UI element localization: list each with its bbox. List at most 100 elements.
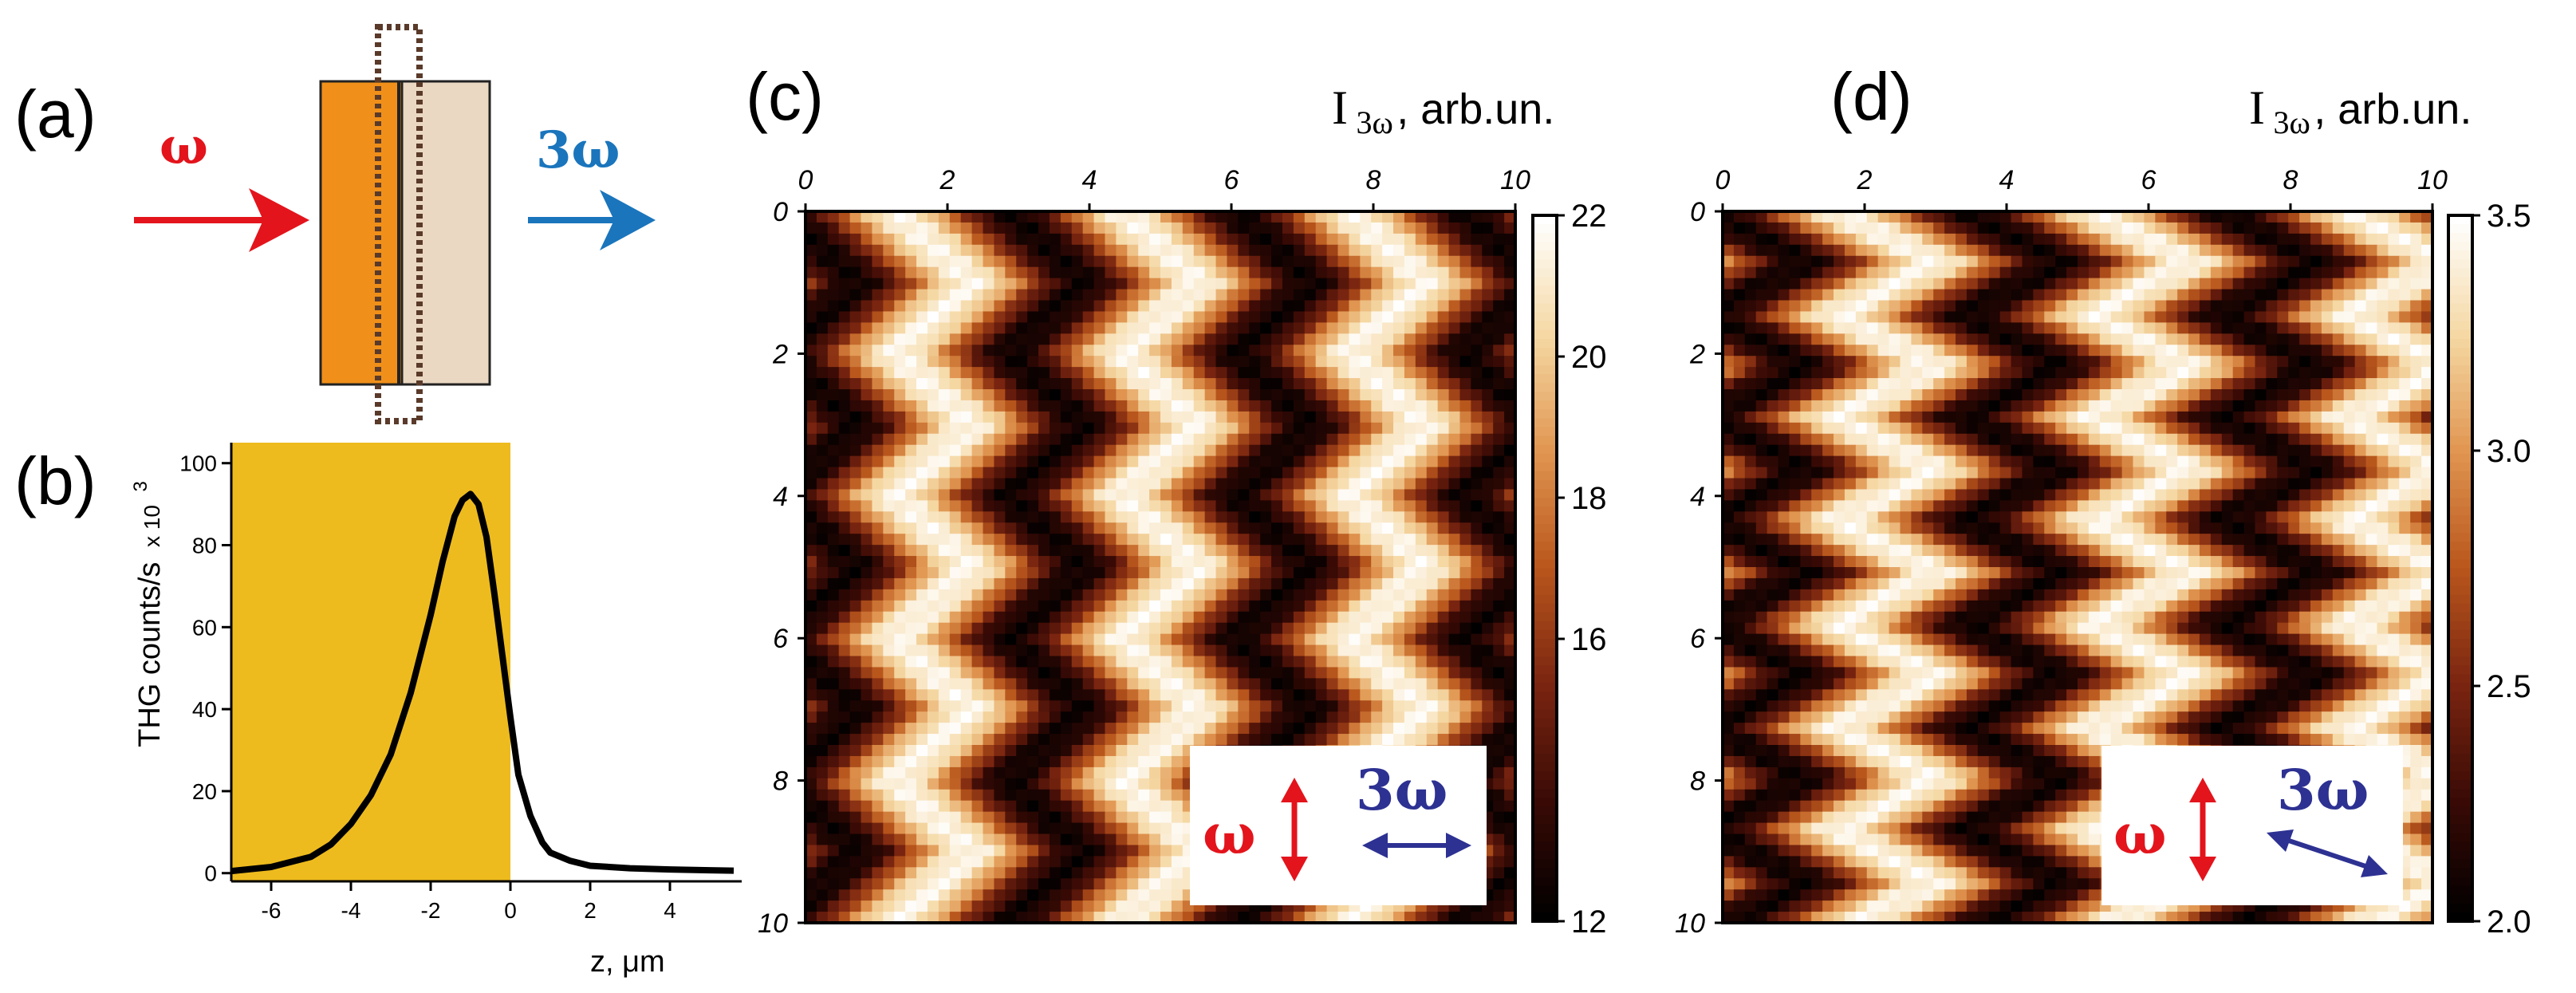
- heatmap-cell: [2022, 278, 2034, 290]
- heatmap-cell: [883, 766, 895, 779]
- heatmap-cell: [1193, 489, 1206, 501]
- heatmap-cell: [1282, 489, 1294, 501]
- heatmap-cell: [1733, 266, 1746, 279]
- heatmap-cell: [1193, 589, 1206, 601]
- heatmap-cell: [1393, 545, 1405, 557]
- heatmap-cell: [1249, 611, 1261, 624]
- heatmap-cell: [1326, 545, 1339, 557]
- heatmap-cell: [1071, 289, 1084, 301]
- heatmap-cell: [1800, 211, 1812, 223]
- heatmap-cell: [905, 411, 917, 424]
- heatmap-cell: [805, 811, 817, 824]
- heatmap-cell: [1437, 455, 1450, 468]
- heatmap-cell: [1238, 711, 1250, 723]
- heatmap-cell: [971, 333, 984, 345]
- heatmap-cell: [1426, 356, 1439, 368]
- heatmap-cell: [1426, 577, 1439, 590]
- heatmap-cell: [1204, 244, 1217, 257]
- colorbar-segment: [1533, 577, 1557, 587]
- heatmap-cell: [849, 378, 862, 390]
- heatmap-cell: [1382, 311, 1394, 323]
- heatmap-cell: [1459, 455, 1471, 468]
- heatmap-cell: [1900, 289, 1912, 301]
- heatmap-cell: [894, 233, 906, 246]
- heatmap-cell: [1271, 567, 1283, 579]
- heatmap-cell: [838, 912, 851, 924]
- heatmap-cell: [1016, 556, 1028, 568]
- heatmap-cell: [838, 845, 851, 857]
- heatmap-cell: [1060, 878, 1073, 890]
- heatmap-cell: [949, 912, 962, 924]
- heatmap-cell: [2243, 266, 2256, 279]
- heatmap-cell: [1160, 745, 1172, 757]
- heatmap-cell: [1116, 878, 1128, 890]
- heatmap-cell: [916, 811, 928, 824]
- heatmap-cell: [1082, 356, 1095, 368]
- heatmap-cell: [1293, 656, 1306, 668]
- heatmap-cell: [1911, 300, 1923, 313]
- heatmap-cell: [1482, 656, 1494, 668]
- heatmap-cell: [1260, 577, 1272, 590]
- heatmap-cell: [2321, 233, 2334, 246]
- heatmap-cell: [1171, 455, 1184, 468]
- heatmap-cell: [983, 667, 995, 679]
- heatmap-cell: [938, 400, 951, 412]
- heatmap-cell: [1016, 600, 1028, 613]
- heatmap-cell: [1093, 500, 1106, 512]
- heatmap-cell: [1271, 912, 1283, 924]
- heatmap-cell: [1138, 900, 1150, 912]
- heatmap-cell: [1459, 678, 1471, 690]
- heatmap-cell: [1027, 856, 1039, 868]
- heatmap-cell: [1193, 378, 1206, 390]
- heatmap-cell: [805, 622, 817, 635]
- heatmap-cell: [1149, 345, 1161, 357]
- heatmap-cell: [2321, 322, 2334, 334]
- heatmap-cell: [1071, 444, 1084, 457]
- heatmap-cell: [1282, 311, 1294, 323]
- heatmap-cell: [938, 800, 951, 813]
- heatmap-cell: [960, 889, 973, 901]
- heatmap-cell: [1415, 378, 1428, 390]
- heatmap-cell: [2099, 244, 2112, 257]
- heatmap-cell: [805, 867, 817, 879]
- heatmap-cell: [861, 211, 873, 223]
- heatmap-cell: [1382, 244, 1394, 257]
- heatmap-cell: [2133, 211, 2145, 223]
- heatmap-cell: [1855, 244, 1868, 257]
- heatmap-cell: [1371, 222, 1383, 234]
- heatmap-cell: [916, 689, 928, 701]
- colorbar-segment: [1533, 462, 1557, 472]
- heatmap-cell: [1182, 633, 1195, 646]
- heatmap-cell: [2133, 322, 2145, 334]
- heatmap-cell: [816, 511, 829, 523]
- heatmap-cell: [1315, 322, 1328, 334]
- heatmap-cell: [1105, 367, 1117, 379]
- heatmap-cell: [2078, 289, 2090, 301]
- heatmap-cell: [1160, 455, 1172, 468]
- heatmap-cell: [1049, 333, 1062, 345]
- heatmap-cell: [1471, 723, 1483, 735]
- heatmap-cell: [1038, 811, 1050, 824]
- heatmap-cell: [971, 222, 984, 234]
- heatmap-cell: [861, 522, 873, 534]
- heatmap-cell: [1877, 233, 1890, 246]
- heatmap-cell: [1249, 244, 1261, 257]
- polarization-box-c: [1190, 746, 1487, 905]
- heatmap-cell: [2410, 211, 2422, 223]
- colorbar-segment: [1533, 585, 1557, 596]
- heatmap-cell: [1093, 656, 1106, 668]
- heatmap-cell: [1382, 255, 1394, 268]
- colorbar-segment: [1533, 471, 1557, 481]
- heatmap-cell: [2288, 311, 2300, 323]
- colorbar-segment: [1533, 859, 1557, 869]
- heatmap-cell: [805, 745, 817, 757]
- heatmap-cell: [1471, 345, 1483, 357]
- heatmap-cell: [1193, 455, 1206, 468]
- heatmap-cell: [905, 845, 917, 857]
- heatmap-cell: [1038, 734, 1050, 746]
- heatmap-cell: [1415, 723, 1428, 735]
- heatmap-cell: [861, 244, 873, 257]
- heatmap-cell: [2177, 266, 2189, 279]
- heatmap-cell: [1482, 444, 1494, 457]
- heatmap-cell: [1855, 311, 1868, 323]
